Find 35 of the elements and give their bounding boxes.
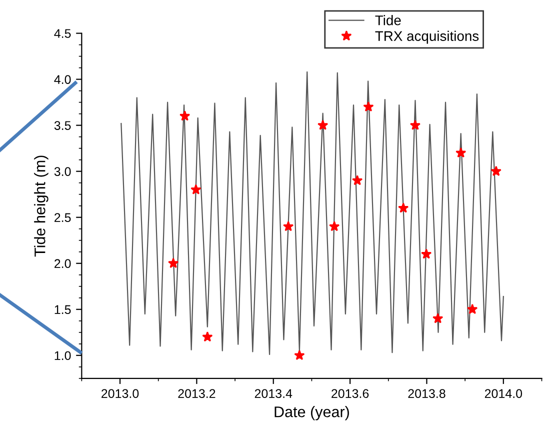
x-tick-label: 2013.8 bbox=[408, 389, 446, 398]
point bbox=[352, 174, 363, 186]
x-axis-title: Date (year) bbox=[274, 406, 349, 420]
legend-label: Tide bbox=[375, 15, 401, 26]
point bbox=[179, 110, 190, 121]
x-tick-label: 2013.2 bbox=[178, 389, 216, 398]
y-tick-label: 1.0 bbox=[54, 351, 71, 360]
x-tick-label: 2014.0 bbox=[484, 389, 522, 398]
y-tick-label: 2.5 bbox=[54, 213, 71, 222]
point bbox=[421, 248, 432, 259]
point bbox=[490, 166, 502, 176]
x-tick-label: 2013.0 bbox=[102, 389, 139, 398]
point bbox=[363, 101, 374, 112]
legend-label: TRX acquisitions bbox=[375, 30, 479, 44]
y-tick-label: 1.5 bbox=[54, 305, 71, 314]
point bbox=[410, 120, 421, 130]
y-tick-label: 3.5 bbox=[54, 121, 71, 130]
point bbox=[318, 120, 328, 130]
y-tick-label: 3.0 bbox=[54, 167, 71, 176]
point bbox=[329, 220, 340, 232]
point bbox=[190, 184, 202, 194]
y-tick-label: 4.5 bbox=[54, 29, 71, 38]
point bbox=[467, 304, 478, 314]
x-tick-label: 2013.6 bbox=[332, 389, 369, 398]
point bbox=[283, 220, 294, 232]
y-tick-label: 4.0 bbox=[54, 75, 71, 84]
y-axis-title: Tide height (m) bbox=[34, 156, 48, 257]
point bbox=[398, 202, 409, 213]
point bbox=[456, 147, 466, 158]
point bbox=[168, 258, 179, 268]
point bbox=[202, 331, 213, 342]
point bbox=[432, 313, 444, 324]
y-tick-label: 2.0 bbox=[54, 259, 71, 268]
point bbox=[294, 350, 305, 360]
x-tick-label: 2013.4 bbox=[254, 389, 292, 398]
